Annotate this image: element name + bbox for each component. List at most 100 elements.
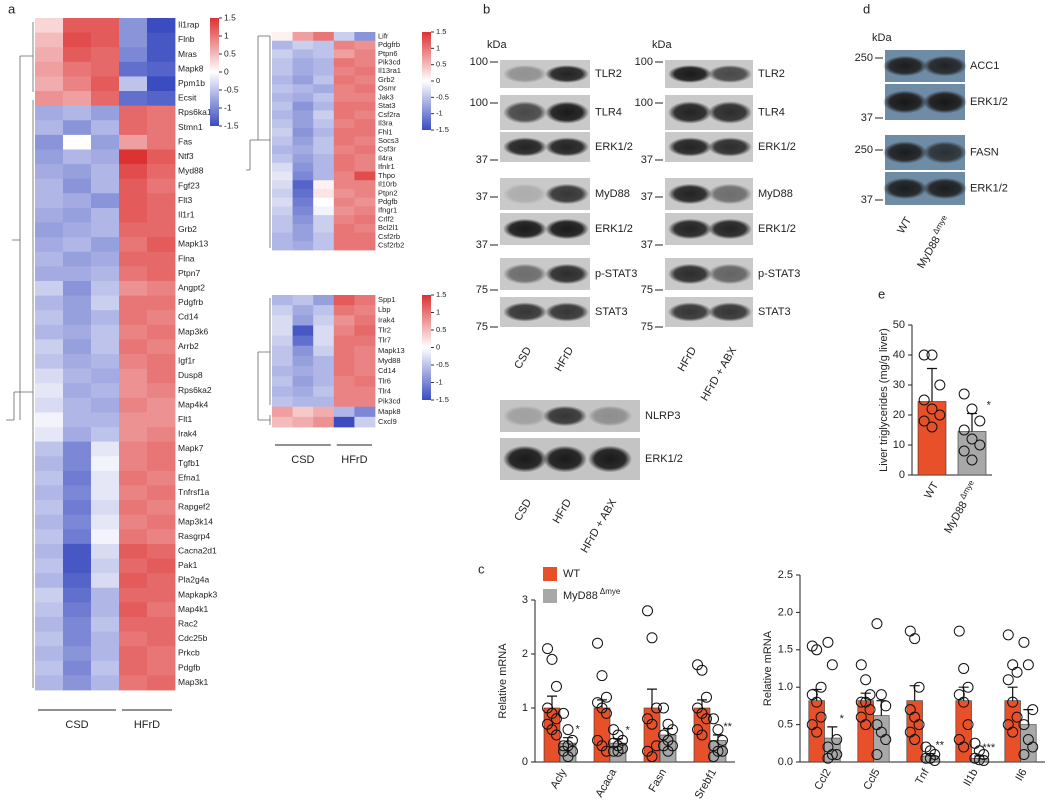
blot-band xyxy=(543,405,587,427)
row-label: Il10rb xyxy=(378,180,397,189)
data-point xyxy=(646,751,658,763)
row-label: Cacna2d1 xyxy=(178,545,217,555)
heatmap-cell xyxy=(91,149,120,165)
blot-band xyxy=(503,445,547,473)
data-point xyxy=(880,734,892,746)
data-point xyxy=(650,702,662,714)
x-tick-label: WT xyxy=(922,480,941,501)
data-point xyxy=(696,664,708,676)
row-label: Mapk13 xyxy=(178,239,209,249)
data-point xyxy=(1002,674,1014,686)
row-label: Flnb xyxy=(178,34,195,44)
data-point xyxy=(953,625,965,637)
heatmap-cell xyxy=(313,93,335,103)
data-point xyxy=(708,751,720,763)
heatmap-cell xyxy=(292,154,314,164)
heatmap-cell xyxy=(333,154,355,164)
row-label: Pdgfb xyxy=(178,662,200,672)
heatmap-cell xyxy=(147,514,176,530)
row-label: Irak4 xyxy=(378,315,395,324)
heatmap-cell xyxy=(313,232,335,242)
heatmap-cell xyxy=(63,207,92,223)
heatmap-cell xyxy=(35,646,64,662)
heatmap-cell xyxy=(272,223,293,233)
colorbar-tick-label: -0.5 xyxy=(436,360,449,369)
data-point xyxy=(700,691,712,703)
significance-label: ** xyxy=(723,721,732,733)
heatmap-cell xyxy=(91,456,120,472)
data-point xyxy=(815,711,827,723)
heatmap-cell xyxy=(63,500,92,516)
heatmap-cell xyxy=(119,529,148,545)
lane-label-main: CSD xyxy=(512,345,534,371)
band-label: TLR4 xyxy=(758,106,785,118)
data-point xyxy=(562,751,574,763)
data-point xyxy=(1007,659,1019,671)
heatmap-cell xyxy=(91,339,120,355)
heatmap-cell xyxy=(63,485,92,501)
kda-marker: 37 xyxy=(476,191,488,203)
heatmap-cell xyxy=(333,386,355,397)
heatmap-cell xyxy=(119,310,148,326)
heatmap-cell xyxy=(354,154,376,164)
blot-band xyxy=(923,90,967,114)
data-point xyxy=(958,424,970,436)
heatmap-cell xyxy=(313,197,335,207)
data-point xyxy=(974,415,986,427)
heatmap-cell xyxy=(333,32,355,42)
heatmap-cell xyxy=(313,366,335,377)
bar xyxy=(957,431,987,476)
heatmap-cell xyxy=(354,84,376,94)
data-point xyxy=(958,388,970,400)
row-label: Socs3 xyxy=(378,136,399,145)
heatmap-cell xyxy=(333,396,355,408)
data-point xyxy=(913,681,925,693)
data-point xyxy=(662,745,674,757)
heatmap-cell xyxy=(333,295,355,306)
heatmap-cell xyxy=(63,149,92,165)
heatmap-cell xyxy=(272,136,293,146)
heatmap-cell xyxy=(35,164,64,180)
heatmap-cell xyxy=(91,266,120,282)
heatmap-cell xyxy=(333,162,355,172)
heatmap-cell xyxy=(354,75,376,85)
heatmap-cell xyxy=(313,325,335,337)
heatmap-cell xyxy=(119,76,148,92)
band-label: TLR2 xyxy=(758,68,785,80)
heatmap-cell xyxy=(272,162,293,172)
blot-band xyxy=(545,137,589,157)
row-label: Rasgrp4 xyxy=(178,531,210,541)
heatmap-cell xyxy=(63,134,92,150)
heatmap-cell xyxy=(333,305,355,316)
blot-band xyxy=(503,65,547,83)
row-label: Ifnlr1 xyxy=(378,162,395,171)
data-point xyxy=(600,707,612,719)
heatmap-cell xyxy=(354,171,376,181)
legend-label-superscript: Δmye xyxy=(600,587,621,596)
heatmap-cell xyxy=(63,251,92,267)
heatmap-cell xyxy=(119,427,148,443)
y-axis-title: Relative mRNA xyxy=(762,630,774,706)
y-axis-title: Liver triglycerides (mg/g liver) xyxy=(878,328,890,472)
data-point xyxy=(1007,696,1019,708)
heatmap-cell xyxy=(35,32,64,48)
heatmap-cell xyxy=(292,58,314,68)
data-point xyxy=(926,403,938,415)
heatmap-cell xyxy=(313,416,335,428)
heatmap-cell xyxy=(119,61,148,77)
heatmap-cell xyxy=(272,93,293,103)
blot-band xyxy=(708,65,752,83)
blot-band xyxy=(545,302,589,322)
colorbar xyxy=(422,32,431,130)
heatmap-cell xyxy=(333,58,355,68)
legend-label-main: WT xyxy=(563,568,580,580)
heatmap-cell xyxy=(119,324,148,340)
heatmap-cell xyxy=(63,354,92,370)
heatmap-cell xyxy=(119,266,148,282)
blot-band xyxy=(545,183,589,205)
heatmap-cell xyxy=(35,675,64,691)
heatmap-cell xyxy=(91,441,120,457)
data-point xyxy=(875,689,887,701)
heatmap-cell xyxy=(333,223,355,233)
